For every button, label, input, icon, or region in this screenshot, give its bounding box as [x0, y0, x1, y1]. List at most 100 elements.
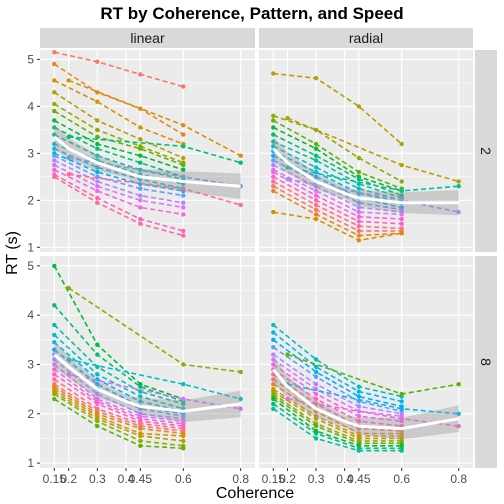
subject-alt-point [67, 78, 71, 82]
panel-background [259, 50, 473, 252]
subject-point [357, 177, 361, 181]
subject-point [138, 147, 142, 151]
subject-point [314, 198, 318, 202]
subject-point [181, 163, 185, 167]
subject-point [95, 128, 99, 132]
subject-alt-point [400, 163, 404, 167]
subject-point [95, 419, 99, 423]
subject-point [271, 114, 275, 118]
subject-point [357, 389, 361, 393]
y-tick-label: 3 [27, 357, 34, 371]
subject-point [357, 170, 361, 174]
subject-point [52, 168, 56, 172]
subject-alt-point [457, 179, 461, 183]
subject-point [357, 215, 361, 219]
subject-point [314, 142, 318, 146]
subject-point [271, 175, 275, 179]
subject-point [314, 424, 318, 428]
subject-point [314, 147, 318, 151]
subject-point [52, 303, 56, 307]
subject-alt-point [400, 392, 404, 396]
strip-label: 2 [478, 147, 494, 155]
y-axis-title: RT (s) [4, 231, 21, 275]
subject-point [181, 205, 185, 209]
subject-point [357, 219, 361, 223]
subject-point [314, 370, 318, 374]
subject-point [400, 231, 404, 235]
subject-alt-point [67, 172, 71, 176]
subject-point [357, 210, 361, 214]
subject-point [314, 208, 318, 212]
subject-point [95, 352, 99, 356]
subject-point [357, 224, 361, 228]
subject-point [138, 222, 142, 226]
subject-point [138, 186, 142, 190]
subject-point [400, 142, 404, 146]
subject-point [52, 109, 56, 113]
subject-point [314, 76, 318, 80]
subject-point [271, 170, 275, 174]
subject-point [52, 397, 56, 401]
panel-linear-2 [40, 50, 255, 252]
subject-alt-point [457, 184, 461, 188]
subject-point [138, 434, 142, 438]
subject-point [138, 385, 142, 389]
subject-point [138, 125, 142, 129]
x-tick-label: 0.45 [129, 472, 153, 486]
chart-title: RT by Coherence, Pattern, and Speed [100, 4, 403, 23]
y-tick-label: 2 [27, 407, 34, 421]
subject-point [52, 323, 56, 327]
subject-point [271, 118, 275, 122]
subject-point [52, 118, 56, 122]
subject-point [138, 426, 142, 430]
subject-point [271, 407, 275, 411]
subject-point [52, 90, 56, 94]
subject-point [95, 60, 99, 64]
strip-label: radial [349, 30, 383, 46]
strip-label: linear [130, 30, 165, 46]
subject-point [52, 78, 56, 82]
subject-point [52, 372, 56, 376]
subject-point [271, 163, 275, 167]
subject-point [314, 382, 318, 386]
subject-point [52, 158, 56, 162]
subject-point [400, 179, 404, 183]
subject-point [95, 179, 99, 183]
subject-point [271, 184, 275, 188]
subject-point [357, 238, 361, 242]
subject-alt-point [285, 116, 289, 120]
subject-point [181, 434, 185, 438]
subject-point [52, 62, 56, 66]
y-tick-label: 4 [27, 99, 34, 113]
subject-alt-point [285, 352, 289, 356]
subject-point [271, 179, 275, 183]
subject-point [95, 343, 99, 347]
strip-col-radial: radial [259, 28, 473, 48]
strip-col-linear: linear [40, 28, 255, 48]
subject-point [181, 84, 185, 88]
x-tick-label: 0.45 [347, 472, 371, 486]
subject-point [357, 156, 361, 160]
subject-point [314, 357, 318, 361]
y-tick-label: 5 [27, 52, 34, 66]
subject-point [95, 100, 99, 104]
subject-point [95, 184, 99, 188]
panel-radial-8 [259, 256, 473, 468]
subject-alt-point [400, 407, 404, 411]
subject-point [271, 330, 275, 334]
subject-point [138, 205, 142, 209]
subject-alt-point [285, 177, 289, 181]
subject-point [271, 323, 275, 327]
y-tick-label: 5 [27, 259, 34, 273]
subject-point [357, 229, 361, 233]
subject-point [357, 394, 361, 398]
subject-alt-point [67, 286, 71, 290]
subject-point [271, 397, 275, 401]
panel-linear-8 [40, 256, 255, 468]
subject-point [314, 212, 318, 216]
x-tick-label: 0.6 [175, 472, 192, 486]
subject-point [314, 431, 318, 435]
subject-alt-point [239, 370, 243, 374]
subject-point [138, 444, 142, 448]
